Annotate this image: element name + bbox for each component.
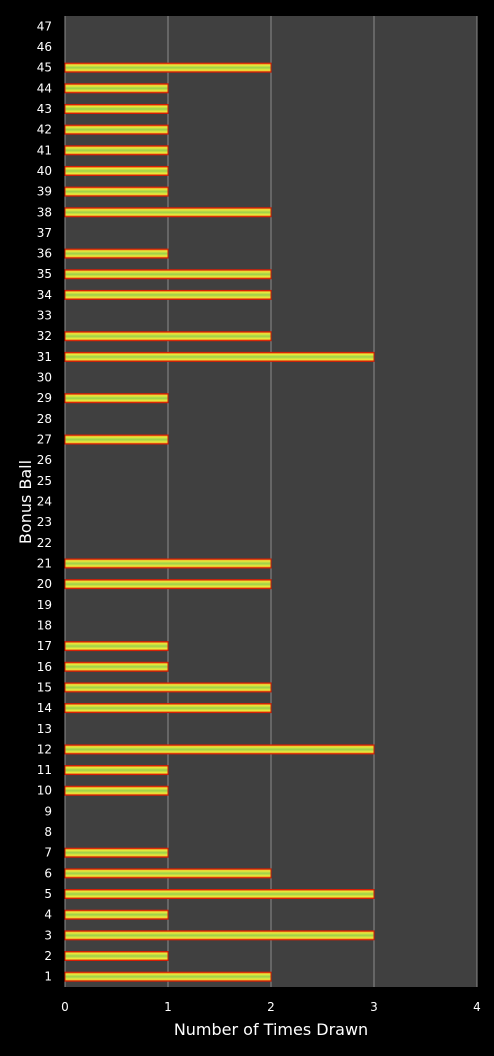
y-tick-label-46: 46 — [37, 40, 52, 54]
y-tick-label-16: 16 — [37, 660, 52, 674]
bar-36 — [64, 248, 169, 259]
y-tick-label-29: 29 — [37, 391, 52, 405]
y-tick-label-35: 35 — [37, 267, 52, 281]
bar-43 — [64, 103, 169, 114]
y-tick-label-27: 27 — [37, 433, 52, 447]
y-tick-label-12: 12 — [37, 742, 52, 756]
bar-21 — [64, 558, 272, 569]
bar-1 — [64, 971, 272, 982]
y-tick-label-47: 47 — [37, 19, 52, 33]
y-tick-label-28: 28 — [37, 412, 52, 426]
y-tick-label-26: 26 — [37, 453, 52, 467]
bar-40 — [64, 165, 169, 176]
y-tick-label-21: 21 — [37, 556, 52, 570]
y-tick-label-20: 20 — [37, 577, 52, 591]
y-tick-label-22: 22 — [37, 536, 52, 550]
y-tick-label-39: 39 — [37, 185, 52, 199]
bar-44 — [64, 83, 169, 94]
bar-39 — [64, 186, 169, 197]
y-tick-label-31: 31 — [37, 350, 52, 364]
y-tick-label-33: 33 — [37, 309, 52, 323]
y-tick-label-23: 23 — [37, 515, 52, 529]
y-tick-label-36: 36 — [37, 247, 52, 261]
x-tick-labels: 0 1 2 3 4 — [61, 1000, 481, 1014]
bar-2 — [64, 951, 169, 962]
x-tick-label-3: 3 — [370, 1000, 378, 1014]
y-tick-label-13: 13 — [37, 722, 52, 736]
gridlines — [64, 16, 478, 987]
y-tick-label-1: 1 — [44, 970, 52, 984]
y-tick-label-40: 40 — [37, 164, 52, 178]
x-tick-label-1: 1 — [164, 1000, 172, 1014]
y-tick-label-17: 17 — [37, 639, 52, 653]
bar-15 — [64, 682, 272, 693]
y-tick-label-2: 2 — [44, 949, 52, 963]
y-tick-label-9: 9 — [44, 804, 52, 818]
bar-11 — [64, 765, 169, 776]
bar-6 — [64, 868, 272, 879]
bar-10 — [64, 785, 169, 796]
bar-4 — [64, 909, 169, 920]
y-tick-label-24: 24 — [37, 495, 52, 509]
y-tick-label-32: 32 — [37, 329, 52, 343]
y-tick-label-37: 37 — [37, 226, 52, 240]
bar-17 — [64, 641, 169, 652]
x-tick-label-0: 0 — [61, 1000, 69, 1014]
bar-5 — [64, 889, 375, 900]
bar-27 — [64, 434, 169, 445]
bar-38 — [64, 207, 272, 218]
y-tick-label-38: 38 — [37, 205, 52, 219]
bar-16 — [64, 661, 169, 672]
y-tick-label-44: 44 — [37, 81, 52, 95]
bar-12 — [64, 744, 375, 755]
y-tick-label-4: 4 — [44, 908, 52, 922]
y-tick-label-11: 11 — [37, 763, 52, 777]
bar-3 — [64, 930, 375, 941]
y-tick-label-5: 5 — [44, 887, 52, 901]
x-tick-label-4: 4 — [473, 1000, 481, 1014]
bar-20 — [64, 579, 272, 590]
y-tick-label-45: 45 — [37, 61, 52, 75]
y-tick-label-25: 25 — [37, 474, 52, 488]
y-tick-label-30: 30 — [37, 371, 52, 385]
y-tick-label-41: 41 — [37, 143, 52, 157]
y-tick-label-6: 6 — [44, 866, 52, 880]
y-tick-label-34: 34 — [37, 288, 52, 302]
y-axis-title: Bonus Ball — [16, 460, 35, 544]
y-tick-label-3: 3 — [44, 928, 52, 942]
y-tick-label-10: 10 — [37, 784, 52, 798]
bar-29 — [64, 393, 169, 404]
y-tick-label-19: 19 — [37, 598, 52, 612]
bar-45 — [64, 62, 272, 73]
y-tick-label-14: 14 — [37, 701, 52, 715]
y-tick-label-43: 43 — [37, 102, 52, 116]
bar-41 — [64, 145, 169, 156]
x-axis-title: Number of Times Drawn — [174, 1020, 368, 1039]
bar-34 — [64, 289, 272, 300]
bar-14 — [64, 703, 272, 714]
bar-32 — [64, 331, 272, 342]
y-tick-label-7: 7 — [44, 846, 52, 860]
y-tick-label-42: 42 — [37, 123, 52, 137]
y-tick-label-15: 15 — [37, 680, 52, 694]
y-tick-label-8: 8 — [44, 825, 52, 839]
y-tick-label-18: 18 — [37, 618, 52, 632]
bar-7 — [64, 847, 169, 858]
bar-31 — [64, 351, 375, 362]
bars — [64, 62, 375, 982]
y-tick-labels: 1234567891011121314151617181920212223242… — [37, 19, 52, 983]
x-tick-label-2: 2 — [267, 1000, 275, 1014]
bar-35 — [64, 269, 272, 280]
bar-42 — [64, 124, 169, 135]
